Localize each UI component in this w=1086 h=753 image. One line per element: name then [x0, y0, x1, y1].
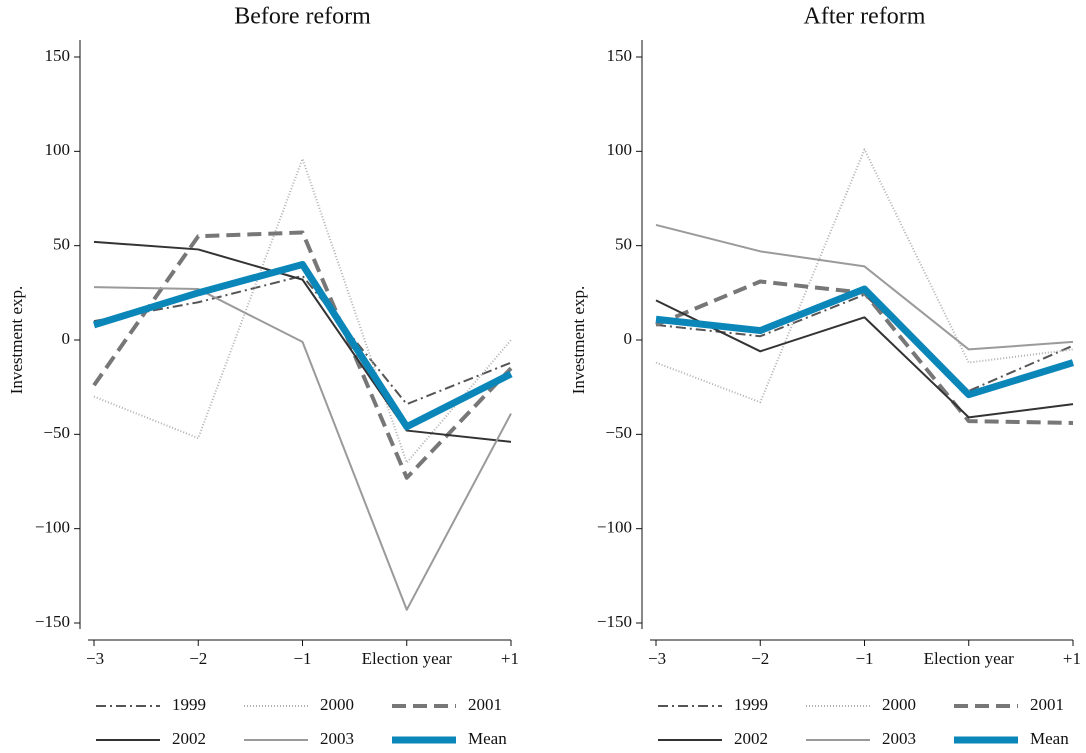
series-line	[92, 230, 513, 480]
y-tick-label: 100	[45, 140, 71, 159]
y-tick-label: −150	[597, 612, 632, 631]
legend-label: Mean	[468, 729, 507, 748]
x-tick-label: −1	[855, 649, 873, 668]
legend-label: Mean	[1030, 729, 1069, 748]
x-tick-label: Election year	[362, 649, 452, 668]
y-axis-label: Investment exp.	[569, 286, 588, 395]
y-tick-label: 100	[607, 140, 633, 159]
series-line	[655, 223, 1074, 351]
series-line	[655, 285, 1075, 399]
y-tick-label: 150	[45, 46, 71, 65]
series-line	[655, 299, 1074, 419]
x-tick-label: −2	[189, 649, 207, 668]
series-line	[93, 286, 512, 611]
y-tick-label: 0	[624, 329, 633, 348]
y-tick-label: 50	[615, 235, 632, 254]
legend-label: 2001	[1030, 695, 1064, 714]
y-tick-label: −100	[597, 518, 632, 537]
x-tick-label: +1	[501, 649, 519, 668]
y-tick-label: −50	[605, 423, 632, 442]
y-tick-label: −150	[35, 612, 70, 631]
y-tick-label: 50	[53, 235, 70, 254]
y-tick-label: 0	[62, 329, 71, 348]
legend-label: 2003	[320, 729, 354, 748]
x-tick-label: −2	[751, 649, 769, 668]
legend-label: 2000	[882, 695, 916, 714]
x-tick-label: −3	[648, 649, 666, 668]
series-line	[655, 148, 1074, 404]
series-line	[655, 293, 1074, 392]
legend-label: 1999	[172, 695, 206, 714]
legend-label: 2002	[734, 729, 768, 748]
panel-title: Before reform	[234, 4, 371, 30]
legend-label: 2000	[320, 695, 354, 714]
x-tick-label: Election year	[924, 649, 1014, 668]
y-tick-label: −100	[35, 518, 70, 537]
y-tick-label: −50	[43, 423, 70, 442]
legend-label: 1999	[734, 695, 768, 714]
series-line	[92, 261, 513, 431]
x-tick-label: −3	[86, 649, 104, 668]
x-tick-label: −1	[293, 649, 311, 668]
panel-title: After reform	[804, 4, 926, 30]
legend-label: 2002	[172, 729, 206, 748]
legend-label: 2001	[468, 695, 502, 714]
series-line	[655, 279, 1074, 426]
series-line	[93, 240, 512, 443]
y-tick-label: 150	[607, 46, 633, 65]
y-axis-label: Investment exp.	[7, 286, 26, 395]
x-tick-label: +1	[1063, 649, 1081, 668]
legend-label: 2003	[882, 729, 916, 748]
